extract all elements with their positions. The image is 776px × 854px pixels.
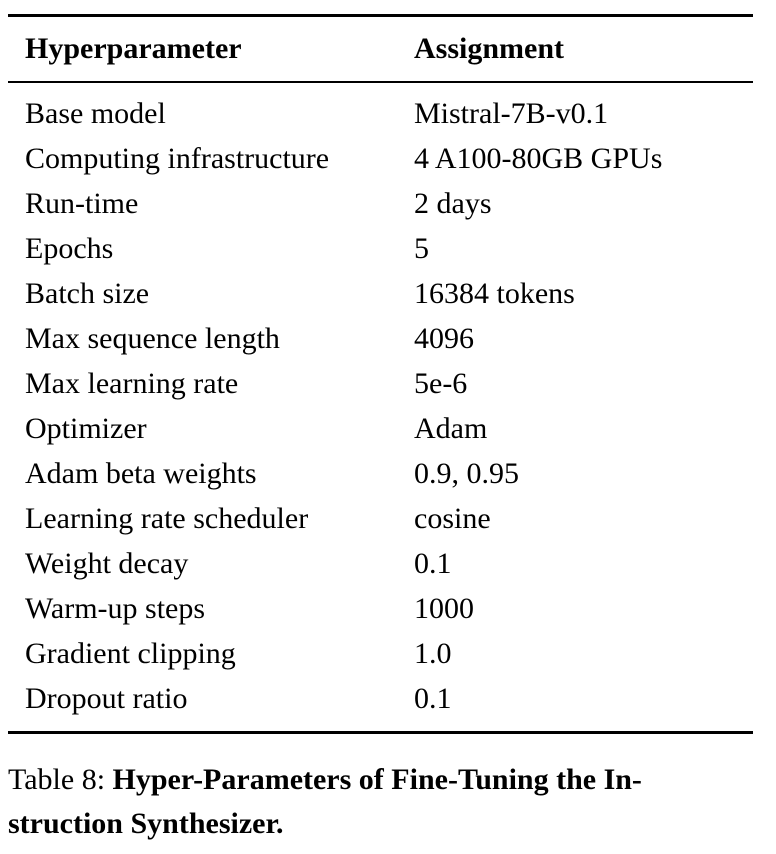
table-row: Run-time 2 days [8, 181, 753, 226]
assignment-cell: cosine [414, 501, 491, 535]
top-rule [8, 14, 753, 17]
assignment-cell: 0.1 [414, 681, 452, 715]
hyperparameter-cell: Max learning rate [25, 366, 239, 400]
table-row: Adam beta weights 0.9, 0.95 [8, 451, 753, 496]
hyperparameter-cell: Optimizer [25, 411, 147, 445]
assignment-cell: 4 A100-80GB GPUs [414, 141, 663, 175]
hyperparameter-cell: Learning rate scheduler [25, 501, 309, 535]
table-caption: Table 8: Hyper-Parameters of Fine-Tuning… [8, 758, 753, 846]
assignment-cell: Mistral-7B-v0.1 [414, 96, 609, 130]
assignment-cell: 4096 [414, 321, 474, 355]
hyperparameter-cell: Batch size [25, 276, 150, 310]
table-row: Max learning rate 5e-6 [8, 361, 753, 406]
table-body: Base model Mistral-7B-v0.1 Computing infra… [8, 83, 753, 731]
table-row: Base model Mistral-7B-v0.1 [8, 91, 753, 136]
caption-title-line2: struction Synthesizer. [8, 807, 284, 840]
assignment-cell: 0.9, 0.95 [414, 456, 519, 490]
table-row: Warm-up steps 1000 [8, 586, 753, 631]
table-header-row: Hyperparameter Assignment [8, 17, 753, 81]
caption-label: Table 8: [8, 763, 106, 796]
caption-title-line1: Hyper-Parameters of Fine-Tuning the In- [112, 763, 642, 796]
header-rule [8, 81, 753, 83]
hyperparameter-cell: Epochs [25, 231, 114, 265]
hyperparameter-cell: Base model [25, 96, 166, 130]
assignment-cell: 0.1 [414, 546, 452, 580]
table-row: Batch size 16384 tokens [8, 271, 753, 316]
assignment-cell: 1.0 [414, 636, 452, 670]
assignment-cell: 5 [414, 231, 429, 265]
table-row: Dropout ratio 0.1 [8, 676, 753, 721]
hyperparameter-cell: Gradient clipping [25, 636, 236, 670]
table-row: Gradient clipping 1.0 [8, 631, 753, 676]
header-assignment: Assignment [414, 32, 565, 65]
assignment-cell: 16384 tokens [414, 276, 575, 310]
assignment-cell: 5e-6 [414, 366, 468, 400]
table-row: Computing infrastructure 4 A100-80GB GPUs [8, 136, 753, 181]
header-hyperparameter: Hyperparameter [25, 32, 242, 65]
hyperparameter-table: Hyperparameter Assignment Base model Mist… [8, 14, 753, 734]
hyperparameter-cell: Weight decay [25, 546, 189, 580]
table-row: Optimizer Adam [8, 406, 753, 451]
hyperparameter-cell: Dropout ratio [25, 681, 188, 715]
hyperparameter-cell: Warm-up steps [25, 591, 206, 625]
table-row: Learning rate scheduler cosine [8, 496, 753, 541]
hyperparameter-cell: Run-time [25, 186, 139, 220]
table-row: Epochs 5 [8, 226, 753, 271]
hyperparameter-cell: Computing infrastructure [25, 141, 330, 175]
table-row: Weight decay 0.1 [8, 541, 753, 586]
hyperparameter-cell: Adam beta weights [25, 456, 257, 490]
assignment-cell: 2 days [414, 186, 492, 220]
bottom-rule [8, 730, 753, 734]
table-row: Max sequence length 4096 [8, 316, 753, 361]
assignment-cell: 1000 [414, 591, 474, 625]
hyperparameter-cell: Max sequence length [25, 321, 280, 355]
assignment-cell: Adam [414, 411, 488, 445]
